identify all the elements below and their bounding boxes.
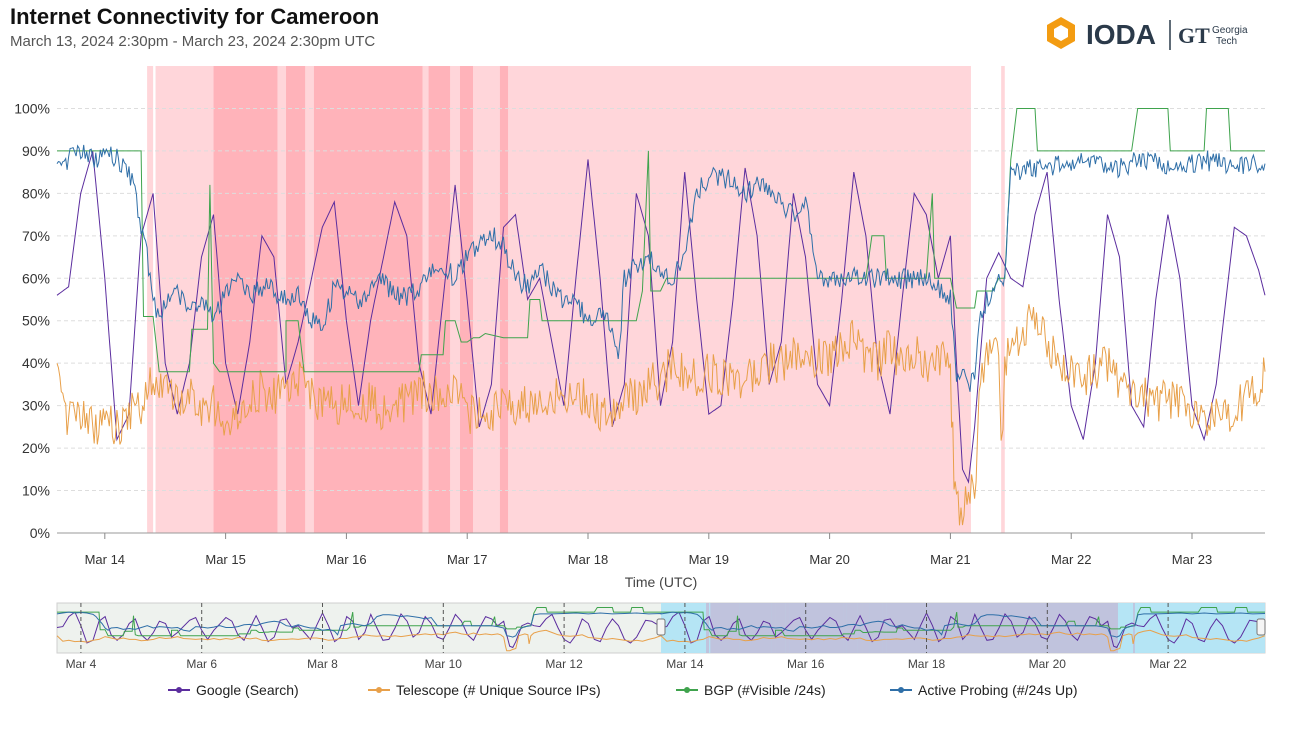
navigator-outage-band xyxy=(882,603,887,653)
y-tick-label: 10% xyxy=(22,483,50,499)
navigator-outage-band xyxy=(869,603,883,653)
navigator-outage-band xyxy=(886,603,1118,653)
navigator-tick-label: Mar 18 xyxy=(908,657,946,671)
chart-title: Internet Connectivity for Cameroon xyxy=(10,4,380,29)
x-tick-label: Mar 16 xyxy=(326,552,366,567)
outage-band xyxy=(147,66,154,533)
legend-item[interactable]: Telescope (# Unique Source IPs) xyxy=(368,682,601,698)
navigator-tick-label: Mar 22 xyxy=(1149,657,1187,671)
x-tick-label: Mar 23 xyxy=(1172,552,1212,567)
legend-swatch-icon xyxy=(890,686,912,694)
legend-swatch-icon xyxy=(368,686,390,694)
navigator-outage-band xyxy=(846,603,858,653)
outage-band xyxy=(422,66,429,533)
x-tick-label: Mar 20 xyxy=(809,552,849,567)
series-line-probing xyxy=(56,144,1266,392)
x-tick-label: Mar 14 xyxy=(85,552,125,567)
series-line-google xyxy=(56,150,1266,484)
outage-band xyxy=(508,66,971,533)
navigator-tick-label: Mar 4 xyxy=(66,657,97,671)
navigator-tick-label: Mar 10 xyxy=(425,657,463,671)
outage-band xyxy=(1001,66,1005,533)
navigator-outage-band xyxy=(785,603,790,653)
series-line-telescope xyxy=(56,304,1266,526)
x-tick-label: Mar 17 xyxy=(447,552,487,567)
x-axis-label: Time (UTC) xyxy=(625,574,698,590)
y-tick-label: 30% xyxy=(22,398,50,414)
navigator-line-probing xyxy=(56,611,1266,638)
navigator-line-bgp xyxy=(57,607,1265,637)
legend-swatch-icon xyxy=(168,686,190,694)
legend-label: Telescope (# Unique Source IPs) xyxy=(396,682,601,698)
navigator-tick-label: Mar 8 xyxy=(307,657,338,671)
navigator-line-telescope xyxy=(56,629,1266,652)
legend-item[interactable]: Active Probing (#/24s Up) xyxy=(890,682,1078,698)
legend-item[interactable]: Google (Search) xyxy=(168,682,299,698)
outage-band xyxy=(473,66,500,533)
navigator-tick-label: Mar 12 xyxy=(545,657,583,671)
x-tick-label: Mar 15 xyxy=(205,552,245,567)
legend-label: Active Probing (#/24s Up) xyxy=(918,682,1078,698)
x-tick-label: Mar 22 xyxy=(1051,552,1091,567)
y-tick-label: 40% xyxy=(22,355,50,371)
legend-label: BGP (#Visible /24s) xyxy=(704,682,826,698)
navigator-outage-band xyxy=(843,603,847,653)
navigator-handle-right[interactable] xyxy=(1256,618,1266,636)
outage-band xyxy=(450,66,460,533)
outage-band xyxy=(213,66,278,533)
georgia-tech-text: Georgia xyxy=(1212,25,1248,36)
chart-subtitle: March 13, 2024 2:30pm - March 23, 2024 2… xyxy=(10,33,376,50)
navigator-handle-left[interactable] xyxy=(656,618,666,636)
georgia-tech-text-2: Tech xyxy=(1216,36,1237,47)
x-tick-label: Mar 19 xyxy=(689,552,729,567)
ioda-logo[interactable]: IODA GT Georgia Tech xyxy=(1044,14,1274,58)
navigator-outage-band xyxy=(1133,603,1135,653)
navigator-tick-label: Mar 16 xyxy=(787,657,825,671)
y-tick-label: 90% xyxy=(22,143,50,159)
y-tick-label: 0% xyxy=(30,525,50,541)
y-tick-label: 80% xyxy=(22,185,50,201)
outage-band xyxy=(499,66,509,533)
navigator-tick-label: Mar 14 xyxy=(666,657,704,671)
ioda-logo-text: IODA xyxy=(1086,19,1156,50)
x-tick-label: Mar 18 xyxy=(568,552,608,567)
y-tick-label: 20% xyxy=(22,440,50,456)
y-tick-label: 100% xyxy=(14,100,50,116)
navigator[interactable]: Mar 4 Mar 6 Mar 8 Mar 10 Mar 12 Mar 14 Mar 16 M… xyxy=(56,602,1266,671)
navigator-tick-label: Mar 20 xyxy=(1029,657,1067,671)
legend-item[interactable]: BGP (#Visible /24s) xyxy=(676,682,826,698)
legend: Google (Search) Telescope (# Unique Sourc… xyxy=(0,682,1292,704)
gt-mark-icon: GT xyxy=(1178,23,1210,48)
y-tick-label: 60% xyxy=(22,270,50,286)
outage-band xyxy=(459,66,474,533)
x-tick-label: Mar 21 xyxy=(930,552,970,567)
y-tick-label: 70% xyxy=(22,228,50,244)
y-tick-label: 50% xyxy=(22,313,50,329)
legend-label: Google (Search) xyxy=(196,682,299,698)
navigator-tick-label: Mar 6 xyxy=(186,657,217,671)
navigator-outage-band xyxy=(857,603,863,653)
outage-band xyxy=(277,66,287,533)
outage-band xyxy=(428,66,451,533)
navigator-outage-band xyxy=(706,603,710,653)
outage-band xyxy=(305,66,314,533)
legend-swatch-icon xyxy=(676,686,698,694)
